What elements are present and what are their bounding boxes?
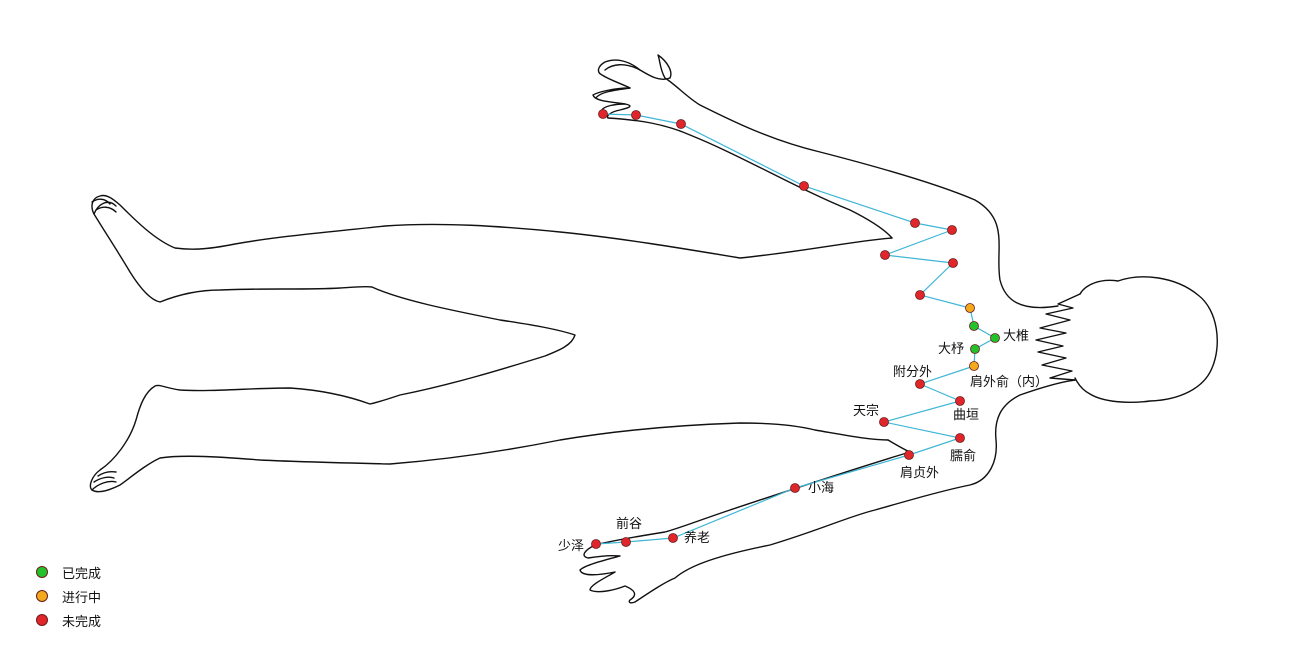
point-shaoze[interactable] <box>591 539 601 549</box>
point-upper-5[interactable] <box>910 218 920 228</box>
point-dazhui[interactable] <box>990 333 1000 343</box>
point-upper-9[interactable] <box>915 290 925 300</box>
point-upper-10[interactable] <box>965 303 975 313</box>
toes-top <box>91 198 117 215</box>
point-upper-1[interactable] <box>598 109 608 119</box>
body-outline <box>89 54 1218 604</box>
label-dazhu: 大杼 <box>938 342 964 357</box>
legend-item-done[interactable]: 已完成 <box>36 560 101 584</box>
meridian-route-lower <box>595 365 975 545</box>
acupoint-dots <box>591 109 1000 549</box>
hair-zigzag <box>1035 293 1081 381</box>
point-yanglao[interactable] <box>668 533 678 543</box>
legend-item-not-done[interactable]: 未完成 <box>36 608 101 632</box>
meridian-route-upper <box>602 113 997 367</box>
point-upper-8[interactable] <box>948 258 958 268</box>
point-upper-2[interactable] <box>631 110 641 120</box>
point-dazhu[interactable] <box>970 344 980 354</box>
legend-item-in-progress[interactable]: 进行中 <box>36 584 101 608</box>
upper-forearm-inner <box>607 117 893 239</box>
point-upper-3[interactable] <box>676 119 686 129</box>
point-jianzhen[interactable] <box>904 450 914 460</box>
hand-top-fingers <box>595 64 641 111</box>
label-tianzong: 天宗 <box>853 403 879 419</box>
point-upper-6[interactable] <box>947 225 957 235</box>
point-naoshu[interactable] <box>955 433 965 443</box>
upper-leg-outline <box>89 194 893 493</box>
point-qiangu[interactable] <box>621 537 631 547</box>
label-yanglao: 养老 <box>684 530 710 546</box>
legend-label: 未完成 <box>62 614 102 630</box>
in-progress-dot-icon <box>36 590 48 602</box>
head-outline <box>1074 276 1218 403</box>
label-shaoze: 少泽 <box>558 539 584 554</box>
label-jianzhen: 肩贞外 <box>900 465 939 481</box>
not-done-dot-icon <box>36 614 48 626</box>
point-jianwaishu[interactable] <box>969 361 979 371</box>
label-xiaohai: 小海 <box>808 481 834 496</box>
done-dot-icon <box>36 566 48 578</box>
acupoint-labels: 大椎 大杼 肩外俞（内） 附分外 曲垣 天宗 臑俞 肩贞外 小海 养老 前谷 少… <box>558 329 1048 554</box>
point-upper-4[interactable] <box>799 181 809 191</box>
lower-arm-outline <box>579 379 1076 604</box>
point-xiaohai[interactable] <box>790 483 800 493</box>
label-dazhui: 大椎 <box>1003 329 1029 344</box>
label-jianwaishu: 肩外俞（内） <box>970 374 1048 390</box>
legend: 已完成 进行中 未完成 <box>36 560 101 632</box>
toes-bottom <box>91 470 117 491</box>
label-quyuan: 曲垣 <box>953 408 979 423</box>
legend-label: 已完成 <box>62 566 102 582</box>
point-upper-7[interactable] <box>880 250 890 260</box>
point-upper-11[interactable] <box>969 321 979 331</box>
label-naoshu: 臑俞 <box>950 448 976 464</box>
point-tianzong[interactable] <box>879 417 889 427</box>
upper-arm-outline <box>592 54 1059 309</box>
label-qiangu: 前谷 <box>616 516 642 532</box>
point-fufen[interactable] <box>915 379 925 389</box>
point-quyuan[interactable] <box>955 396 965 406</box>
label-fufen: 附分外 <box>893 365 932 380</box>
legend-label: 进行中 <box>62 590 102 606</box>
